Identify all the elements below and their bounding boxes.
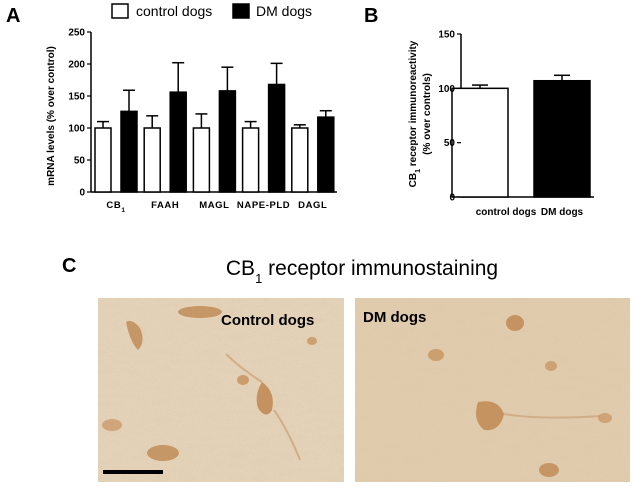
chart-a-category-label: CB1 bbox=[106, 200, 125, 214]
chart-b-category-label: control dogs bbox=[476, 207, 537, 218]
neuron-cell bbox=[307, 337, 317, 345]
bar-dm bbox=[169, 91, 187, 193]
chart-a-ylabel: mRNA levels (% over control) bbox=[46, 46, 57, 186]
neuron-cell bbox=[126, 320, 143, 350]
scale-bar bbox=[103, 470, 163, 474]
panel-letter-c: C bbox=[62, 255, 76, 277]
chart-a-ytick-label: 200 bbox=[68, 60, 85, 71]
chart-b-ytick-label: 0 bbox=[449, 193, 455, 204]
legend-label-dm: DM dogs bbox=[256, 3, 312, 19]
chart-b: CB1 receptor immunoreactivity (% over co… bbox=[408, 30, 594, 218]
chart-a: mRNA levels (% over control) 0 50 100 150 20… bbox=[46, 28, 337, 214]
bar-control bbox=[241, 127, 260, 193]
bar-control bbox=[94, 127, 112, 193]
chart-b-ytick-label: 100 bbox=[438, 84, 455, 95]
chart-a-ytick-label: 150 bbox=[68, 92, 85, 103]
legend-swatch-dm bbox=[232, 3, 250, 19]
panel-c-title: CB1 receptor immunostaining bbox=[226, 257, 498, 286]
legend: control dogs DM dogs bbox=[111, 3, 312, 19]
chart-b-ytick-label: 50 bbox=[444, 138, 456, 149]
bar-dm bbox=[267, 83, 286, 193]
chart-a-category-label: MAGL bbox=[199, 200, 229, 211]
bar-control bbox=[451, 87, 509, 198]
bar-control bbox=[143, 127, 161, 193]
chart-a-ytick-label: 100 bbox=[68, 124, 85, 135]
neuron-cell bbox=[506, 315, 524, 331]
neuron-cell bbox=[147, 445, 179, 461]
micrograph-control: Control dogs bbox=[98, 298, 344, 482]
neuron-cell bbox=[237, 375, 249, 385]
neuron-cell bbox=[256, 382, 273, 415]
bar-dm bbox=[317, 116, 335, 193]
bar-control bbox=[291, 127, 309, 193]
chart-b-ylabel-line2: (% over controls) bbox=[422, 73, 433, 155]
legend-swatch-control bbox=[111, 3, 129, 19]
legend-label-control: control dogs bbox=[136, 3, 212, 19]
chart-a-ytick-label: 0 bbox=[79, 188, 85, 199]
neuron-cell bbox=[178, 306, 222, 318]
chart-a-category-label: NAPE-PLD bbox=[237, 200, 290, 211]
chart-a-category-label: FAAH bbox=[151, 200, 179, 211]
panel-letter-a: A bbox=[6, 5, 20, 27]
neuron-cell bbox=[476, 401, 504, 431]
bar-dm bbox=[218, 90, 237, 193]
bar-dm bbox=[533, 79, 591, 198]
neuron-cell bbox=[598, 413, 612, 423]
chart-a-ytick-label: 250 bbox=[68, 28, 85, 39]
micrograph-label-dm: DM dogs bbox=[363, 309, 426, 326]
neuron-cell bbox=[428, 349, 444, 361]
micrograph-dm: DM dogs bbox=[355, 298, 630, 482]
neuron-cell bbox=[539, 463, 559, 477]
panel-letter-b: B bbox=[364, 5, 378, 27]
bar-control bbox=[192, 127, 211, 193]
chart-a-category-label: DAGL bbox=[298, 200, 327, 211]
neuron-cell bbox=[102, 419, 122, 431]
neuron-cell bbox=[545, 361, 557, 371]
chart-b-ylabel-line1: CB1 receptor immunoreactivity bbox=[408, 40, 422, 187]
panel-c: CB1 receptor immunostaining Control dogs bbox=[98, 257, 630, 482]
chart-b-category-label: DM dogs bbox=[541, 207, 584, 218]
bar-dm bbox=[120, 110, 138, 193]
micrograph-label-control: Control dogs bbox=[221, 312, 314, 329]
chart-a-ytick-label: 50 bbox=[74, 156, 86, 167]
chart-b-ytick-label: 150 bbox=[438, 30, 455, 41]
